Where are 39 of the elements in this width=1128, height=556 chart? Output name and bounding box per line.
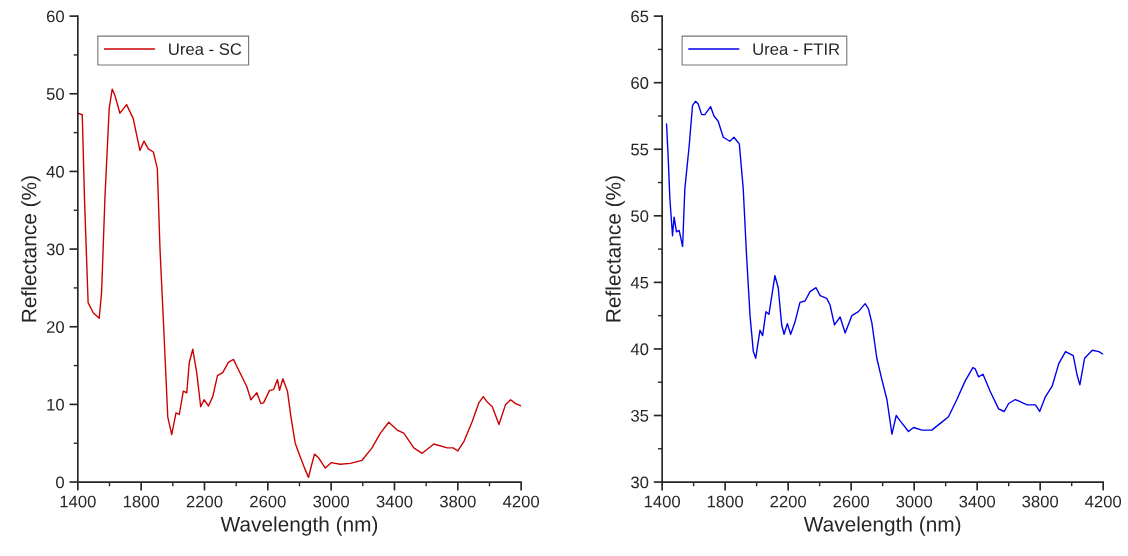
y-tick-label: 65 [631,10,649,23]
x-tick-label: 1800 [123,495,160,508]
y-axis-title: Reflectance (%) [21,176,41,322]
legend-label: Urea - FTIR [753,43,840,56]
y-tick-label: 40 [46,165,64,178]
x-tick-label: 3800 [439,495,476,508]
x-tick-label: 2200 [770,495,807,508]
y-tick-label: 35 [631,409,649,422]
x-axis-title: Wavelength (nm) [220,516,378,536]
x-tick-label: 4200 [1085,495,1122,508]
y-tick-label: 55 [631,143,649,156]
legend-label: Urea - SC [169,43,242,56]
x-tick-label: 3000 [896,495,933,508]
y-tick-label: 30 [46,243,64,256]
y-tick-label: 50 [46,88,64,100]
x-axis-title: Wavelength (nm) [803,516,961,536]
x-tick-label: 2600 [833,495,870,508]
y-tick-label: 0 [56,476,64,489]
x-tick-label: 3400 [376,495,413,508]
y-tick-label: 10 [47,398,64,411]
x-tick-label: 1400 [644,495,681,508]
x-tick-label: 1800 [707,495,744,508]
y-axis-title: Reflectance (%) [605,176,625,322]
x-tick-label: 3800 [1022,495,1059,508]
x-tick-label: 3400 [959,495,996,508]
x-tick-label: 3000 [313,495,350,508]
x-tick-label: 1400 [60,495,96,508]
y-tick-label: 60 [46,10,64,23]
x-tick-label: 2600 [250,495,286,508]
y-tick-label: 60 [631,77,649,89]
y-tick-label: 20 [46,321,64,333]
y-tick-label: 50 [631,210,649,223]
x-tick-label: 4200 [502,495,540,508]
line-series [665,100,1104,435]
y-tick-label: 30 [631,476,649,489]
x-tick-label: 2200 [186,495,223,508]
line-series [77,88,522,479]
y-tick-label: 40 [630,343,649,356]
y-tick-label: 45 [630,276,649,289]
